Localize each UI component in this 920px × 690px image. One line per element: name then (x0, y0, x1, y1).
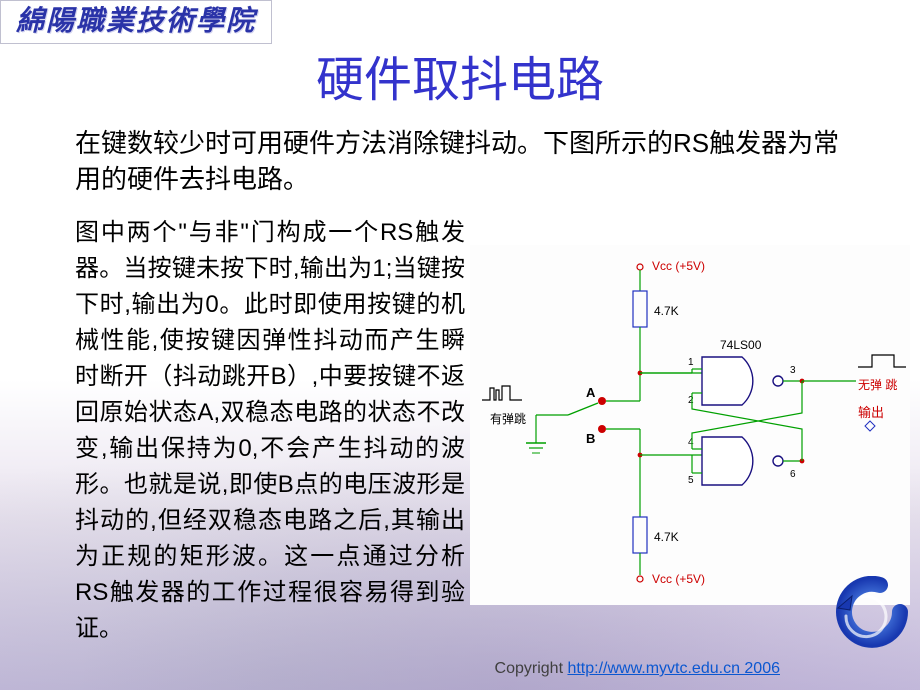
copyright-text: Copyright (495, 660, 568, 677)
gate-bot-pin5: 5 (688, 475, 694, 486)
slide-title: 硬件取抖电路 (0, 40, 920, 110)
copyright-link[interactable]: http://www.myvtc.edu.cn 2006 (567, 660, 780, 677)
gate-bot-pin6: 6 (790, 469, 796, 480)
switch-a-label: A (586, 385, 596, 400)
output-label: 输出 (858, 405, 884, 420)
resistor-bottom-label: 4.7K (654, 530, 679, 544)
input-bounce-wave (482, 386, 522, 400)
output-clean-wave (858, 355, 906, 367)
gate-top-pin2: 2 (688, 395, 694, 406)
circuit-diagram: Vcc (+5V) 4.7K 4.7K Vcc (+5V) 有弹跳 (470, 245, 910, 605)
gate-top-pin1: 1 (688, 357, 694, 368)
vcc-top: Vcc (+5V) 4.7K (633, 259, 705, 373)
resistor-top-label: 4.7K (654, 304, 679, 318)
nand-gate-top: 1 2 3 74LS00 (640, 338, 802, 406)
gate-bot-pin4: 4 (688, 437, 694, 448)
output-nobounce-label: 无弹 跳 (858, 378, 897, 392)
input-wave-label: 有弹跳 (490, 412, 526, 426)
gate-top-pin3: 3 (790, 365, 796, 376)
output-wires: 无弹 跳 输出 (802, 355, 906, 431)
nand-gate-bottom: 4 5 6 (688, 437, 802, 486)
vcc-bottom: 4.7K Vcc (+5V) (633, 455, 705, 586)
chip-label: 74LS00 (720, 338, 762, 352)
slide-root: 綿陽職業技術學院 硬件取抖电路 在键数较少时可用硬件方法消除键抖动。下图所示的R… (0, 0, 920, 690)
school-logo: 綿陽職業技術學院 (0, 0, 272, 44)
vcc-top-label: Vcc (+5V) (652, 259, 705, 273)
switch-spdt: 有弹跳 A B (482, 371, 642, 458)
switch-b-label: B (586, 431, 595, 446)
body-paragraph: 图中两个"与非"门构成一个RS触发器。当按键未按下时,输出为1;当键按下时,输出… (75, 215, 465, 647)
intro-paragraph: 在键数较少时可用硬件方法消除键抖动。下图所示的RS触发器为常用的硬件去抖电路。 (75, 125, 865, 197)
vcc-bottom-label: Vcc (+5V) (652, 572, 705, 586)
copyright-footer: Copyright http://www.myvtc.edu.cn 2006 (495, 660, 780, 678)
return-swirl-icon[interactable] (832, 576, 914, 650)
